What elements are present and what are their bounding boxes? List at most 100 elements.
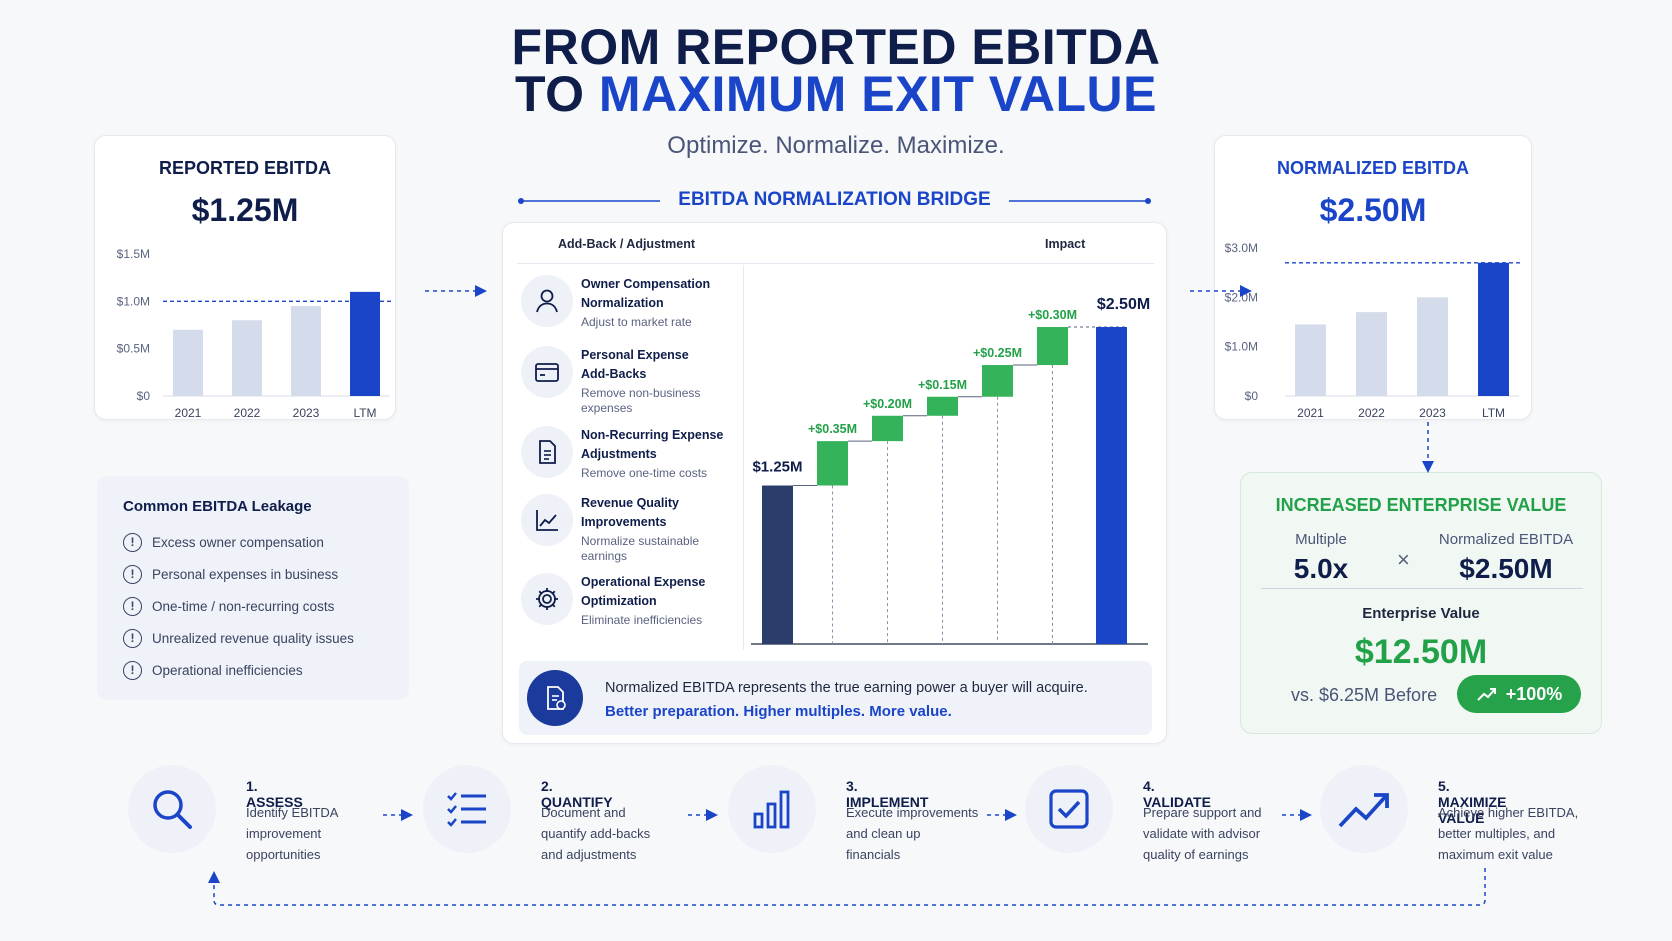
enterprise-value-amount: $12.50M (1354, 633, 1488, 671)
trend-chart-icon (521, 494, 573, 546)
normalized-ebitda-value: $2.50M (1319, 192, 1427, 228)
bar (1417, 297, 1448, 396)
col-header-adjustment: Add-Back / Adjustment (558, 237, 696, 251)
alert-icon: ! (123, 660, 142, 680)
loop-back-arrow (208, 868, 1486, 906)
checkbox-icon (1025, 765, 1113, 853)
ev-divider (1261, 588, 1583, 589)
increment-label: +$0.35M (808, 422, 857, 436)
x-tick-label: 2023 (293, 406, 320, 420)
ev-ebitda-label: Normalized EBITDA (1438, 531, 1574, 548)
alert-icon: ! (123, 532, 142, 552)
bridge-header-rule (518, 198, 1151, 204)
end-bar (1096, 327, 1127, 644)
normalized-ebitda-card: NORMALIZED EBITDA $2.50M $0 $1.0M $2.0M $3.… (1214, 135, 1532, 420)
increment-bar (982, 365, 1013, 397)
y-tick-label: $2.0M (1225, 290, 1258, 304)
trending-up-icon (1320, 765, 1408, 853)
before-value: vs. $6.25M Before (1291, 685, 1438, 705)
document-icon (521, 426, 573, 478)
leakage-item: ! Unrealized revenue quality issues (123, 626, 354, 650)
bridge-note: Normalized EBITDA represents the true ea… (519, 661, 1152, 735)
x-tick-label: 2021 (175, 406, 202, 420)
y-tick-label: $1.5M (117, 247, 150, 261)
times-sign: × (1397, 547, 1410, 572)
ebitda-leakage-panel: Common EBITDA Leakage ! Excess owner comp… (97, 476, 409, 700)
enterprise-value-label: Enterprise Value (1362, 605, 1480, 622)
reported-ebitda-title: REPORTED EBITDA (158, 158, 331, 178)
note-line-2: Better preparation. Higher multiples. Mo… (605, 703, 952, 720)
normalized-ebitda-title: NORMALIZED EBITDA (1277, 158, 1469, 178)
multiple-label: Multiple (1295, 531, 1347, 548)
leakage-title: Common EBITDA Leakage (123, 498, 312, 515)
ev-title: INCREASED ENTERPRISE VALUE (1275, 495, 1567, 515)
ev-ebitda-value: $2.50M (1459, 553, 1553, 584)
bar (291, 306, 321, 396)
page-title: FROM REPORTED EBITDA TO MAXIMUM EXIT VAL… (0, 22, 1672, 119)
enterprise-value-card: INCREASED ENTERPRISE VALUE Multiple 5.0x… (1240, 472, 1602, 734)
note-line-1: Normalized EBITDA represents the true ea… (605, 680, 1088, 696)
bar-chart-icon (728, 765, 816, 853)
bar (1478, 262, 1509, 396)
increment-bar (927, 396, 958, 416)
y-tick-label: $0 (137, 389, 151, 403)
wallet-icon (521, 346, 573, 398)
column-divider (743, 265, 744, 650)
leakage-item: ! Personal expenses in business (123, 562, 338, 586)
multiple-value: 5.0x (1293, 553, 1349, 584)
person-icon (521, 275, 573, 327)
normalized-ebitda-chart: $0 $1.0M $2.0M $3.0M 2021 2022 2023 LTM (1225, 241, 1521, 420)
bar (1295, 324, 1326, 396)
alert-icon: ! (123, 564, 142, 584)
title-prefix: TO (514, 66, 585, 122)
x-tick-label: 2023 (1419, 406, 1446, 420)
bridge-header: EBITDA NORMALIZATION BRIDGE (517, 187, 1152, 215)
bridge-card: Add-Back / Adjustment Impact Owner Compe… (502, 222, 1167, 744)
increment-bar (1037, 327, 1068, 366)
leakage-item: ! Excess owner compensation (123, 530, 324, 554)
bar (232, 320, 262, 396)
x-tick-label: 2021 (1297, 406, 1324, 420)
x-tick-label: 2022 (1358, 406, 1385, 420)
y-tick-label: $0.5M (117, 342, 150, 356)
checklist-icon (423, 765, 511, 853)
search-icon (128, 765, 216, 853)
x-tick-label: LTM (353, 406, 376, 420)
title-line-2: TO MAXIMUM EXIT VALUE (0, 69, 1672, 119)
reported-ebitda-value: $1.25M (191, 192, 299, 228)
col-header-impact: Impact (1045, 237, 1086, 251)
title-highlight: MAXIMUM EXIT VALUE (598, 66, 1157, 122)
alert-icon: ! (123, 628, 142, 648)
reported-ebitda-chart: $0 $0.5M $1.0M $1.5M 2021 2022 2023 LTM (117, 247, 392, 420)
bar (1356, 312, 1387, 396)
y-tick-label: $1.0M (1225, 340, 1258, 354)
bar (350, 291, 380, 396)
bridge-waterfall-chart: $1.25M +$0.35M +$0.20M +$0.15M +$0.25M +$0.30… (751, 296, 1150, 645)
bar (173, 329, 203, 396)
increment-label: +$0.20M (863, 397, 912, 411)
end-label: $2.50M (1097, 296, 1150, 313)
increment-bar (872, 415, 903, 442)
start-bar (762, 485, 793, 644)
reported-ebitda-card: REPORTED EBITDA $1.25M $0 $0.5M $1.0M $1.5M… (94, 135, 396, 420)
x-tick-label: 2022 (234, 406, 261, 420)
start-label: $1.25M (752, 459, 802, 476)
page-subtitle: Optimize. Normalize. Maximize. (667, 132, 1005, 159)
y-tick-label: $3.0M (1225, 241, 1258, 255)
leakage-item: ! Operational inefficiencies (123, 658, 303, 682)
y-tick-label: $0 (1245, 389, 1259, 403)
x-tick-label: LTM (1482, 406, 1505, 420)
trending-up-icon (1477, 688, 1496, 701)
leakage-item: ! One-time / non-recurring costs (123, 594, 334, 618)
alert-icon: ! (123, 596, 142, 616)
bridge-title: EBITDA NORMALIZATION BRIDGE (678, 189, 991, 210)
gear-icon (521, 573, 573, 625)
title-line-1: FROM REPORTED EBITDA (511, 19, 1161, 75)
increment-label: +$0.15M (918, 378, 967, 392)
report-icon (527, 670, 583, 726)
increment-bar (817, 441, 848, 486)
increment-label: +$0.25M (973, 346, 1022, 360)
increment-label: +$0.30M (1028, 308, 1077, 322)
change-badge: +100% (1457, 675, 1581, 713)
y-tick-label: $1.0M (117, 294, 150, 308)
